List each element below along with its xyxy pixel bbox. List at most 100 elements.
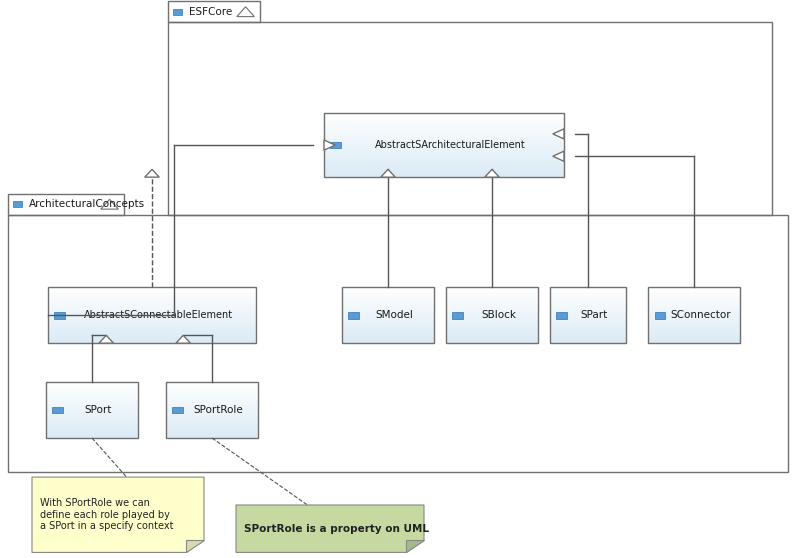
Bar [46, 387, 138, 388]
Bar [648, 310, 741, 311]
Bar [446, 328, 538, 329]
Polygon shape [145, 170, 159, 177]
Bar [550, 333, 626, 334]
Bar [446, 338, 538, 339]
Bar [166, 422, 258, 424]
Bar [446, 331, 538, 332]
Bar [324, 164, 564, 166]
Bar [648, 290, 741, 291]
Bar [446, 330, 538, 331]
Bar [550, 287, 626, 288]
Polygon shape [32, 477, 204, 552]
Bar [324, 133, 564, 135]
Bar [324, 158, 564, 159]
Bar [550, 301, 626, 302]
Bar [342, 336, 434, 338]
Bar [168, 22, 772, 215]
Bar [648, 332, 741, 333]
Bar [46, 392, 138, 393]
Polygon shape [99, 335, 114, 343]
Bar [446, 322, 538, 323]
Bar [166, 429, 258, 430]
Bar [342, 324, 434, 325]
Bar [342, 303, 434, 304]
Bar [48, 325, 256, 326]
Bar [648, 326, 741, 328]
Bar [324, 139, 564, 140]
Bar [342, 295, 434, 296]
Bar [48, 299, 256, 300]
Bar [46, 422, 138, 424]
Bar [648, 306, 741, 307]
Text: With SPortRole we can
define each role played by
a SPort in a specify context: With SPortRole we can define each role p… [40, 498, 174, 531]
Bar [550, 336, 626, 338]
Bar [446, 319, 538, 320]
Bar [166, 402, 258, 403]
Bar [46, 437, 138, 438]
Bar [648, 323, 741, 324]
Bar [48, 314, 256, 315]
FancyBboxPatch shape [53, 407, 62, 413]
Bar [550, 319, 626, 320]
Bar [48, 294, 256, 295]
Bar [48, 305, 256, 306]
Bar [342, 293, 434, 294]
Bar [46, 429, 138, 430]
Bar [46, 413, 138, 415]
Bar [324, 116, 564, 117]
Bar [166, 424, 258, 425]
Bar [48, 304, 256, 305]
Bar [324, 157, 564, 158]
Bar [550, 296, 626, 297]
Bar [48, 296, 256, 297]
Bar [166, 420, 258, 421]
Bar [550, 311, 626, 312]
Bar [342, 331, 434, 332]
Bar [324, 166, 564, 167]
Bar [48, 306, 256, 307]
Text: SPortRole is a property on UML: SPortRole is a property on UML [244, 524, 429, 533]
Bar [48, 295, 256, 296]
Bar [48, 326, 256, 328]
Polygon shape [553, 151, 564, 161]
Bar [166, 403, 258, 405]
Bar [8, 194, 124, 215]
Bar [550, 300, 626, 301]
Bar [648, 334, 741, 335]
Bar [166, 432, 258, 434]
Bar [46, 412, 138, 413]
Bar [446, 318, 538, 319]
Bar [550, 312, 626, 313]
Bar [342, 334, 434, 335]
Bar [166, 419, 258, 420]
Bar [48, 310, 256, 311]
Bar [48, 335, 256, 336]
Bar [648, 322, 741, 323]
Bar [324, 163, 564, 164]
Bar [446, 325, 538, 326]
Bar [324, 136, 564, 137]
Bar [46, 411, 138, 412]
Bar [550, 341, 626, 342]
Bar [324, 121, 564, 122]
Bar [342, 319, 434, 320]
Bar [446, 339, 538, 340]
Bar [342, 323, 434, 324]
Polygon shape [381, 170, 395, 177]
Bar [46, 401, 138, 402]
Bar [46, 430, 138, 431]
Bar [446, 295, 538, 296]
Bar [46, 420, 138, 421]
Bar [446, 290, 538, 291]
Bar [550, 334, 626, 335]
Bar [324, 113, 564, 177]
Bar [8, 215, 788, 472]
Bar [342, 299, 434, 300]
Bar [48, 322, 256, 323]
Bar [446, 306, 538, 307]
FancyBboxPatch shape [13, 201, 22, 207]
Bar [550, 335, 626, 336]
Bar [446, 296, 538, 297]
Bar [550, 328, 626, 329]
Bar [324, 124, 564, 126]
